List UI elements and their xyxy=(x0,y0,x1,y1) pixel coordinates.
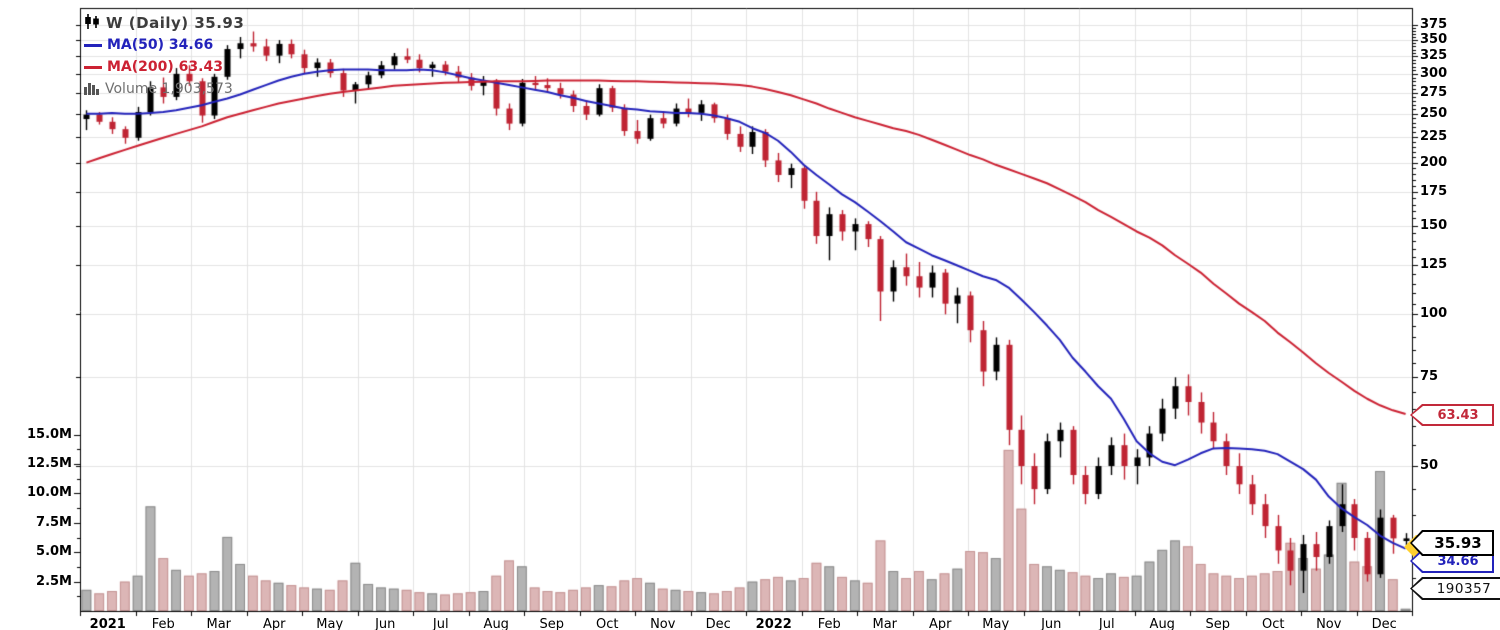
x-axis-label: Aug xyxy=(483,617,509,630)
x-axis-label: May xyxy=(982,617,1010,630)
volume-axis-label: 7.5M xyxy=(36,514,72,530)
chart-legend: W (Daily) 35.93 MA(50) 34.66 MA(200) 63.… xyxy=(84,12,244,100)
x-axis-label: Sep xyxy=(1205,617,1231,630)
ma50-line-icon xyxy=(84,43,102,47)
price-axis-label: 325 xyxy=(1420,48,1448,64)
legend-symbol-label: W (Daily) 35.93 xyxy=(106,14,245,32)
legend-ma200-label: MA(200) 63.43 xyxy=(107,59,223,75)
x-axis-label: Feb xyxy=(817,617,841,630)
x-axis-label: 2022 xyxy=(755,617,792,630)
ma200-price-tag: 63.43 xyxy=(1410,404,1494,426)
x-axis-label: Nov xyxy=(650,617,676,630)
volume-tag: 190357 xyxy=(1410,577,1500,600)
price-axis-label: 125 xyxy=(1420,257,1448,273)
price-axis-label: 225 xyxy=(1420,128,1448,144)
ma200-tag-bg xyxy=(1412,406,1492,424)
x-axis-label: Jul xyxy=(1098,617,1115,630)
volume-axis-label: 5.0M xyxy=(36,544,72,560)
x-axis-label: Jul xyxy=(432,617,449,630)
ma200-line-icon xyxy=(84,65,102,69)
x-axis-label: Feb xyxy=(151,617,175,630)
last-price-tag-value: 35.93 xyxy=(1434,534,1482,552)
last-price-tag-bg xyxy=(1412,532,1492,554)
x-axis-label: Dec xyxy=(1371,617,1397,630)
volume-axis-label: 12.5M xyxy=(26,456,72,471)
x-axis-label: May xyxy=(316,617,344,630)
legend-volume-label: Volume 1,903,573 xyxy=(105,81,233,97)
price-axis-label: 75 xyxy=(1420,369,1439,385)
x-axis-label: Nov xyxy=(1316,617,1342,630)
legend-volume-row: Volume 1,903,573 xyxy=(84,78,244,100)
price-axis-label: 100 xyxy=(1420,306,1448,322)
price-axis-label: 150 xyxy=(1420,217,1448,233)
volume-bars-icon xyxy=(84,80,100,99)
x-axis-label: Mar xyxy=(872,617,898,630)
x-axis-label: Jun xyxy=(375,617,396,630)
x-axis-label: Sep xyxy=(539,617,565,630)
x-axis-label: Mar xyxy=(206,617,232,630)
ma200-tag-value: 63.43 xyxy=(1437,407,1479,423)
x-axis-label: Dec xyxy=(705,617,731,630)
ma50-tag-value: 34.66 xyxy=(1437,553,1479,569)
legend-symbol-row: W (Daily) 35.93 xyxy=(84,12,244,34)
candlestick-icon xyxy=(84,13,101,33)
x-axis-label: Jun xyxy=(1041,617,1062,630)
volume-axis-label: 2.5M xyxy=(36,573,72,589)
legend-ma200-row: MA(200) 63.43 xyxy=(84,56,244,78)
x-axis-label: Apr xyxy=(263,617,286,630)
price-axis-label: 50 xyxy=(1420,458,1439,474)
last-price-tag: 35.93 xyxy=(1410,530,1494,556)
price-axis-label: 275 xyxy=(1420,84,1448,100)
x-axis-label: 2021 xyxy=(89,617,126,630)
price-axis-label: 175 xyxy=(1420,183,1448,199)
price-axis-label: 375 xyxy=(1420,16,1448,32)
price-axis-label: 200 xyxy=(1420,154,1448,170)
x-axis-label: Aug xyxy=(1149,617,1175,630)
volume-axis-label: 10.0M xyxy=(26,485,72,501)
price-axis-label: 250 xyxy=(1420,105,1448,121)
volume-axis-label: 15.0M xyxy=(26,426,72,442)
ma50-tag-bg xyxy=(1412,551,1492,571)
volume-tag-value: 190357 xyxy=(1436,580,1492,597)
price-axis-label: 300 xyxy=(1420,65,1448,81)
volume-tag-bg xyxy=(1412,579,1500,598)
x-axis-label: Apr xyxy=(929,617,952,630)
price-axis-label: 350 xyxy=(1420,32,1448,48)
x-axis-label: Oct xyxy=(1262,617,1285,630)
legend-ma50-label: MA(50) 34.66 xyxy=(107,37,214,53)
x-axis-label: Oct xyxy=(596,617,619,630)
legend-ma50-row: MA(50) 34.66 xyxy=(84,34,244,56)
